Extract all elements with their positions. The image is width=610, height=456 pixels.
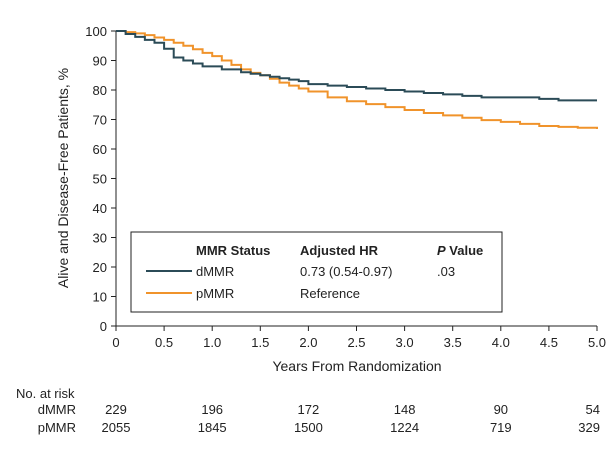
y-tick-label-1: 10	[93, 290, 107, 305]
risk-value-dmmr-3: 148	[394, 402, 416, 417]
y-tick-label-7: 70	[93, 113, 107, 128]
x-tick-label-7: 3.5	[444, 335, 462, 350]
legend: MMR Status Adjusted HR P Value dMMR 0.73…	[130, 231, 503, 313]
risk-value-dmmr-5: 54	[586, 402, 600, 417]
risk-value-dmmr-1: 196	[201, 402, 223, 417]
legend-box	[130, 231, 503, 313]
y-tick-label-0: 0	[100, 319, 107, 334]
legend-header-p-rest: Value	[446, 243, 484, 258]
legend-hr-dmmr: 0.73 (0.54-0.97)	[300, 264, 393, 279]
x-tick-label-10: 5.0	[588, 335, 606, 350]
y-tick-label-8: 80	[93, 83, 107, 98]
risk-value-pmmr-5: 329	[578, 420, 600, 435]
series-line-pmmr	[116, 30, 598, 129]
x-tick-label-4: 2.0	[299, 335, 317, 350]
y-tick-label-3: 30	[93, 231, 107, 246]
legend-hr-pmmr: Reference	[300, 286, 360, 301]
y-tick-label-6: 60	[93, 142, 107, 157]
risk-value-pmmr-1: 1845	[198, 420, 227, 435]
legend-header-status: MMR Status	[196, 243, 270, 258]
y-tick-label-10: 100	[85, 24, 107, 39]
x-axis-ticks: 0 0.5 1.0 1.5 2.0 2.5 3.0 3.5 4.0 4.5 5.0	[112, 326, 606, 350]
risk-value-pmmr-0: 2055	[102, 420, 131, 435]
risk-value-dmmr-2: 172	[298, 402, 320, 417]
y-tick-label-2: 20	[93, 260, 107, 275]
risk-value-dmmr-0: 229	[105, 402, 127, 417]
x-axis-label: Years From Randomization	[272, 358, 441, 374]
x-tick-label-5: 2.5	[347, 335, 365, 350]
series-lines	[116, 30, 598, 129]
y-axis-label: Alive and Disease-Free Patients, %	[55, 68, 71, 288]
legend-p-dmmr: .03	[437, 264, 455, 279]
legend-label-dmmr: dMMR	[196, 264, 234, 279]
x-tick-label-0: 0	[112, 335, 119, 350]
y-tick-label-4: 40	[93, 201, 107, 216]
risk-values: 229 196 172 148 90 54 2055 1845 1500 1224 719 329	[102, 402, 600, 435]
risk-value-pmmr-3: 1224	[390, 420, 419, 435]
risk-value-pmmr-4: 719	[490, 420, 512, 435]
legend-header-p-italic: P	[437, 243, 446, 258]
y-tick-label-5: 50	[93, 172, 107, 187]
legend-header-hr: Adjusted HR	[300, 243, 379, 258]
risk-table: No. at risk dMMR pMMR 229 196 172 148 90 54 20…	[16, 386, 600, 435]
x-tick-label-3: 1.5	[251, 335, 269, 350]
x-tick-label-1: 0.5	[155, 335, 173, 350]
risk-table-title: No. at risk	[16, 386, 75, 401]
risk-row-label-dmmr: dMMR	[38, 402, 76, 417]
risk-row-label-pmmr: pMMR	[38, 420, 76, 435]
legend-header-p: P Value	[437, 243, 483, 258]
x-tick-label-6: 3.0	[396, 335, 414, 350]
x-tick-label-8: 4.0	[492, 335, 510, 350]
x-tick-label-9: 4.5	[540, 335, 558, 350]
y-tick-label-9: 90	[93, 54, 107, 69]
y-axis-ticks: 0 10 20 30 40 50 60 70 80 90 100	[85, 24, 116, 334]
risk-value-pmmr-2: 1500	[294, 420, 323, 435]
risk-value-dmmr-4: 90	[494, 402, 508, 417]
legend-label-pmmr: pMMR	[196, 286, 234, 301]
series-line-dmmr	[116, 30, 597, 102]
x-tick-label-2: 1.0	[203, 335, 221, 350]
